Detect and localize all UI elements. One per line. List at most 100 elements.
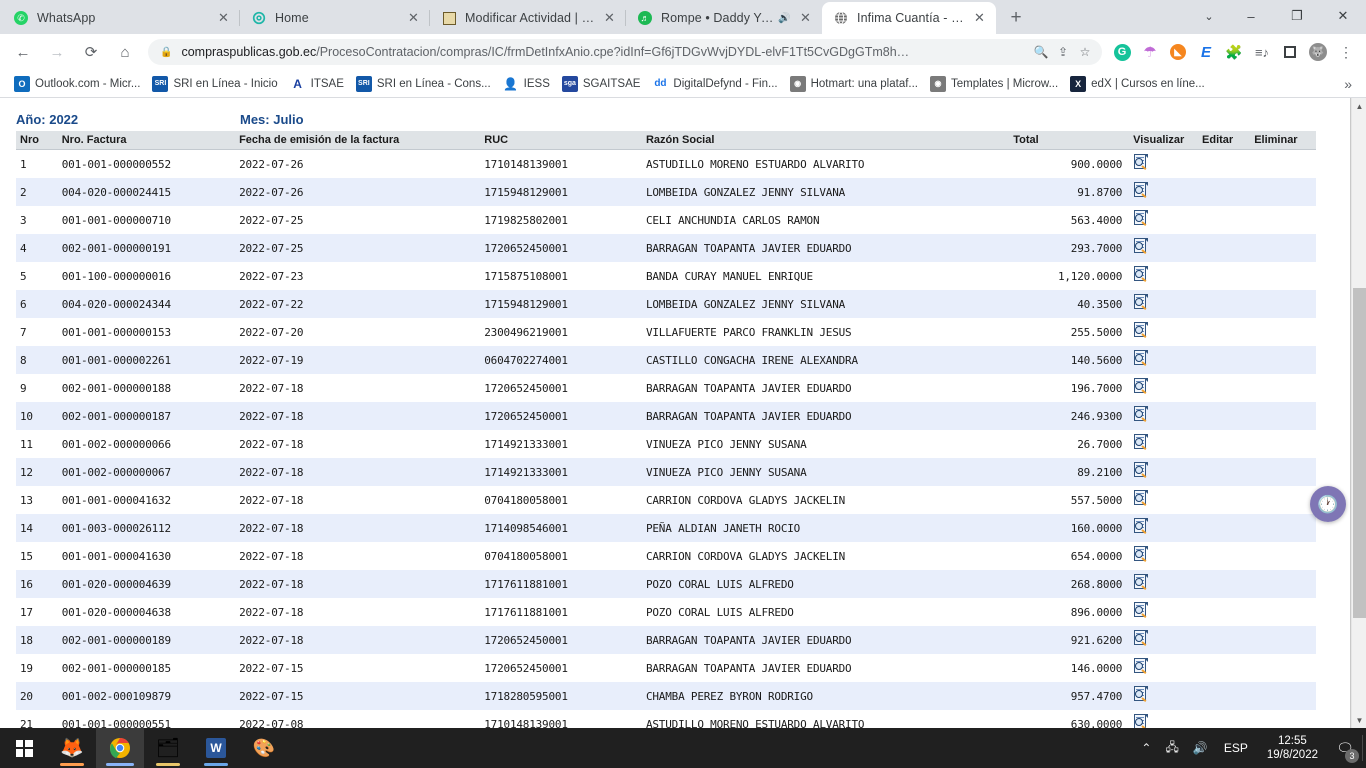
view-document-icon[interactable] [1133,322,1149,339]
editor-icon[interactable]: E [1200,43,1211,61]
search-tabs-button[interactable]: ⌄ [1204,10,1214,23]
start-button[interactable] [0,728,48,768]
minimize-button[interactable]: – [1247,8,1255,24]
cell-eliminar[interactable] [1250,542,1316,570]
cell-editar[interactable] [1198,402,1251,430]
bookmark-item[interactable]: dd DigitalDefynd - Fin... [646,73,783,95]
cell-eliminar[interactable] [1250,570,1316,598]
cell-eliminar[interactable] [1250,234,1316,262]
show-desktop-button[interactable] [1362,735,1366,761]
cell-eliminar[interactable] [1250,486,1316,514]
address-bar[interactable]: 🔒 compraspublicas.gob.ec/ProcesoContrata… [148,39,1102,65]
star-icon[interactable]: ☆ [1079,45,1091,59]
cell-eliminar[interactable] [1250,626,1316,654]
bookmark-item[interactable]: ◉ Templates | Microw... [924,73,1064,95]
clock[interactable]: 12:55 19/8/2022 [1257,734,1328,763]
view-document-icon[interactable] [1133,462,1149,479]
cell-eliminar[interactable] [1250,682,1316,710]
cell-eliminar[interactable] [1250,654,1316,682]
view-document-icon[interactable] [1133,546,1149,563]
cell-visualizar[interactable] [1129,149,1199,178]
cell-visualizar[interactable] [1129,234,1199,262]
adblock-icon[interactable]: ◣ [1165,39,1191,65]
view-document-icon[interactable] [1133,518,1149,535]
view-document-icon[interactable] [1133,658,1149,675]
share-icon[interactable]: ⇪ [1057,45,1069,59]
home-button[interactable]: ⌂ [120,43,130,61]
cell-eliminar[interactable] [1250,402,1316,430]
taskbar-chrome-icon[interactable] [96,728,144,768]
tray-chevron-icon[interactable]: ⌃ [1141,741,1152,755]
cell-visualizar[interactable] [1129,626,1199,654]
tab-close-button[interactable]: ✕ [604,10,615,25]
cell-editar[interactable] [1198,458,1251,486]
view-document-icon[interactable] [1133,630,1149,647]
cell-eliminar[interactable] [1250,430,1316,458]
scroll-up-button[interactable]: ▲ [1355,101,1364,111]
cell-visualizar[interactable] [1129,430,1199,458]
view-document-icon[interactable] [1133,574,1149,591]
cell-editar[interactable] [1198,318,1251,346]
cell-visualizar[interactable] [1129,290,1199,318]
view-document-icon[interactable] [1133,154,1149,171]
profile-avatar[interactable]: 🐺 [1305,39,1331,65]
taskbar-paint-icon[interactable]: 🎨 [252,737,276,758]
cell-visualizar[interactable] [1129,514,1199,542]
cell-visualizar[interactable] [1129,598,1199,626]
language-indicator[interactable]: ESP [1223,741,1248,755]
sidepanel-icon[interactable] [1277,39,1303,65]
bookmark-item[interactable]: O Outlook.com - Micr... [8,73,146,95]
cell-eliminar[interactable] [1250,318,1316,346]
scroll-down-button[interactable]: ▼ [1355,715,1364,725]
rocket-timer-icon[interactable]: 🕐 [1310,486,1346,522]
cell-eliminar[interactable] [1250,458,1316,486]
bookmark-item[interactable]: ◉ Hotmart: una plataf... [784,73,924,95]
view-document-icon[interactable] [1133,210,1149,227]
maximize-button[interactable]: ❐ [1291,8,1303,23]
view-document-icon[interactable] [1133,434,1149,451]
cell-editar[interactable] [1198,570,1251,598]
cell-editar[interactable] [1198,178,1251,206]
cell-eliminar[interactable] [1250,346,1316,374]
volume-icon[interactable]: 🔊 [1192,741,1208,755]
cell-visualizar[interactable] [1129,458,1199,486]
cell-visualizar[interactable] [1129,486,1199,514]
cell-editar[interactable] [1198,682,1251,710]
cell-visualizar[interactable] [1129,262,1199,290]
browser-tab-whatsapp[interactable]: ✆ WhatsApp ✕ [2,2,240,34]
forward-button[interactable]: → [49,43,65,61]
bookmark-item[interactable]: sga SGAITSAE [556,73,647,95]
cell-visualizar[interactable] [1129,374,1199,402]
chrome-menu-icon[interactable]: ⋮ [1339,43,1353,60]
bookmark-item[interactable]: X edX | Cursos en líne... [1064,73,1211,95]
cell-eliminar[interactable] [1250,178,1316,206]
tab-close-button[interactable]: ✕ [974,10,985,25]
puzzle-extensions-icon[interactable]: 🧩 [1225,43,1243,60]
taskbar-firefox-icon[interactable]: 🦊 [48,728,96,768]
cell-eliminar[interactable] [1250,262,1316,290]
back-button[interactable]: ← [15,43,31,61]
scrollbar-thumb[interactable] [1353,288,1366,618]
view-document-icon[interactable] [1133,266,1149,283]
cell-visualizar[interactable] [1129,570,1199,598]
cell-editar[interactable] [1198,430,1251,458]
cell-visualizar[interactable] [1129,206,1199,234]
cell-eliminar[interactable] [1250,710,1316,728]
view-document-icon[interactable] [1133,294,1149,311]
cell-visualizar[interactable] [1129,682,1199,710]
view-document-icon[interactable] [1133,686,1149,703]
weather-icon[interactable]: ☂ [1143,44,1157,61]
bookmark-item[interactable]: SRI SRI en Línea - Cons... [350,73,497,95]
cell-editar[interactable] [1198,598,1251,626]
reload-button[interactable]: ⟳ [84,44,98,61]
cell-eliminar[interactable] [1250,598,1316,626]
zoom-out-icon[interactable]: 🔍 [1033,45,1049,59]
cell-editar[interactable] [1198,514,1251,542]
browser-tab-spotify[interactable]: ♬ Rompe • Daddy Yankee 🔊 ✕ [625,2,822,34]
tab-close-button[interactable]: ✕ [218,10,229,25]
cell-visualizar[interactable] [1129,710,1199,728]
cell-editar[interactable] [1198,149,1251,178]
view-document-icon[interactable] [1133,378,1149,395]
browser-tab-home[interactable]: Home ✕ [239,2,430,34]
cell-eliminar[interactable] [1250,206,1316,234]
